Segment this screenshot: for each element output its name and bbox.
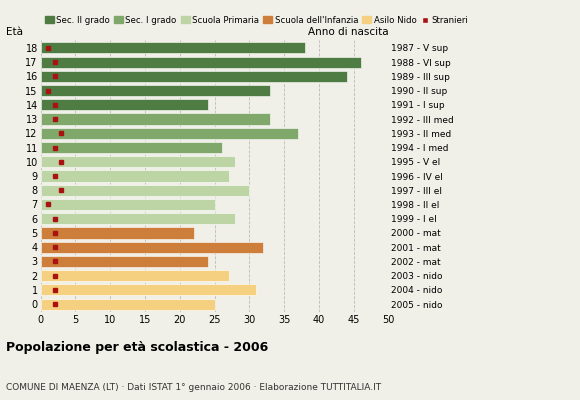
Text: Età: Età — [6, 27, 23, 37]
Bar — [41, 213, 235, 224]
Bar — [41, 228, 194, 238]
Bar — [41, 270, 229, 281]
Bar — [41, 185, 249, 196]
Bar — [41, 284, 256, 296]
Bar — [41, 299, 215, 310]
Bar — [41, 99, 208, 110]
Bar — [41, 242, 263, 253]
Bar — [41, 142, 222, 153]
Bar — [41, 56, 361, 68]
Bar — [41, 128, 298, 139]
Bar — [41, 199, 215, 210]
Text: Anno di nascita: Anno di nascita — [308, 27, 389, 37]
Bar — [41, 85, 270, 96]
Bar — [41, 114, 270, 124]
Bar — [41, 256, 208, 267]
Text: Popolazione per età scolastica - 2006: Popolazione per età scolastica - 2006 — [6, 341, 268, 354]
Bar — [41, 42, 305, 53]
Bar — [41, 170, 229, 182]
Bar — [41, 71, 347, 82]
Bar — [41, 156, 235, 167]
Legend: Sec. II grado, Sec. I grado, Scuola Primaria, Scuola dell'Infanzia, Asilo Nido, : Sec. II grado, Sec. I grado, Scuola Prim… — [45, 16, 469, 25]
Text: COMUNE DI MAENZA (LT) · Dati ISTAT 1° gennaio 2006 · Elaborazione TUTTITALIA.IT: COMUNE DI MAENZA (LT) · Dati ISTAT 1° ge… — [6, 383, 381, 392]
